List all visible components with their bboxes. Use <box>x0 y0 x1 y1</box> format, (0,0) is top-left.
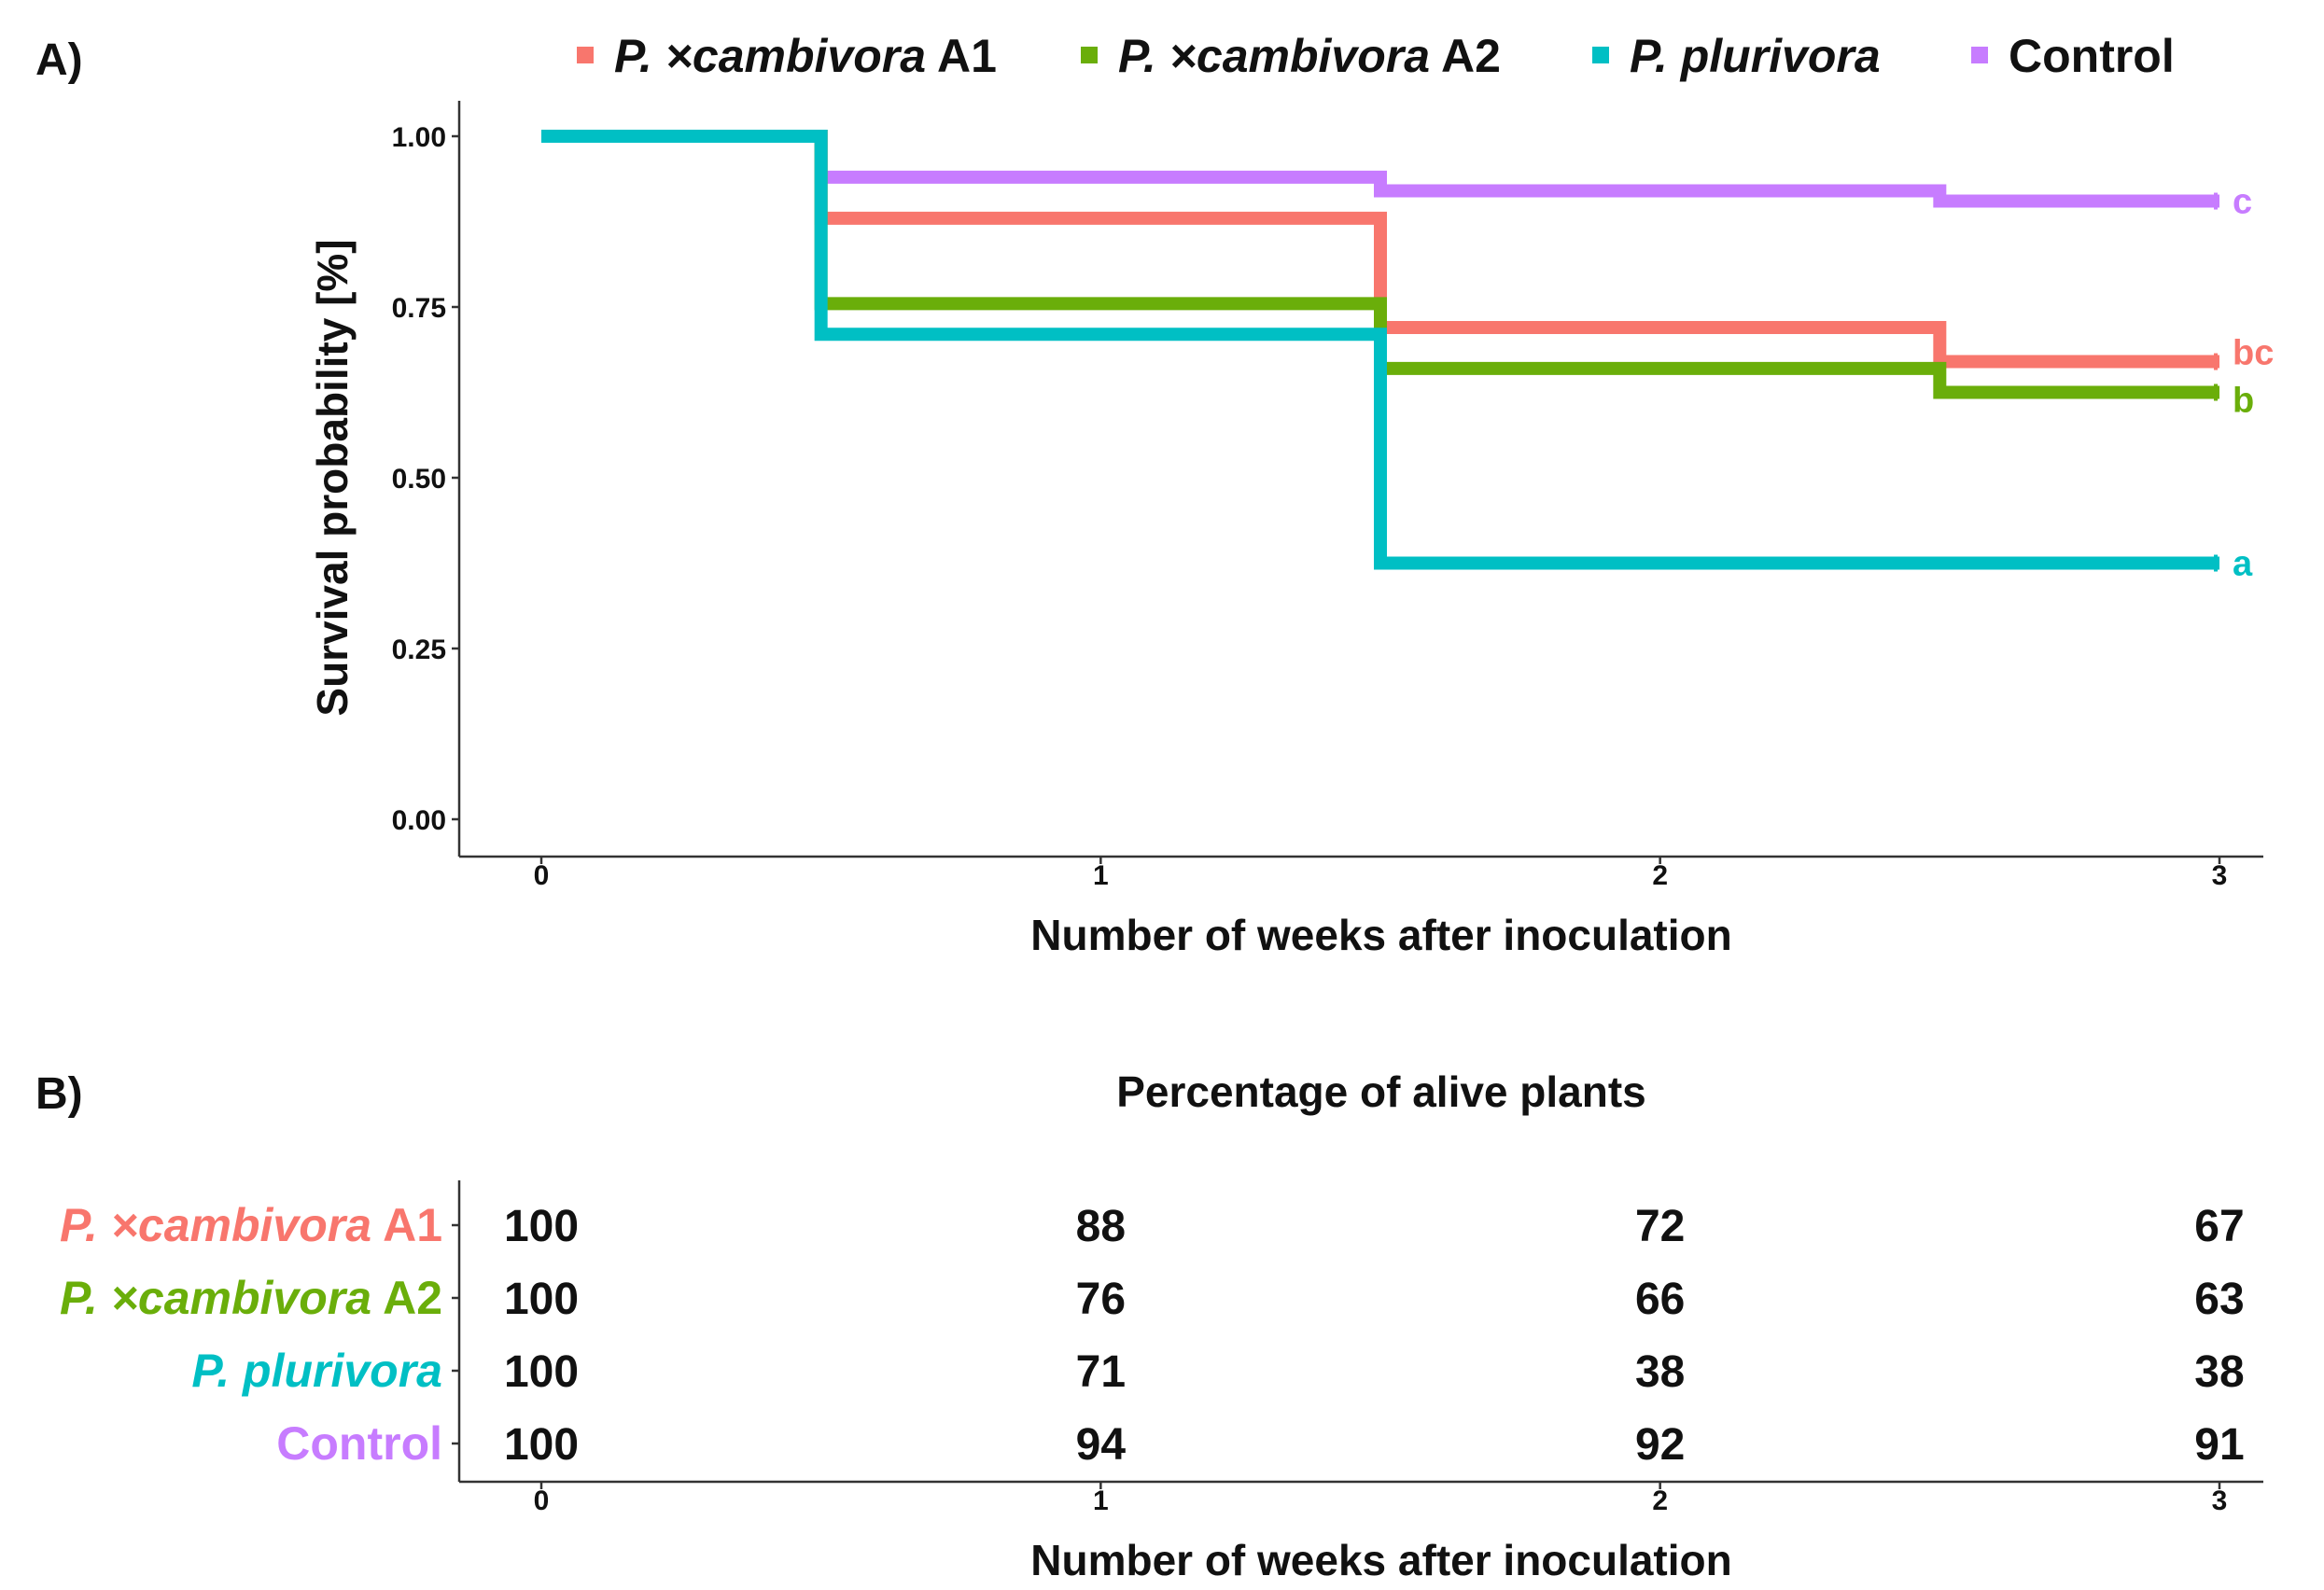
table-row-label-2: P. plurivora <box>191 1345 442 1397</box>
table-x-axis-title: Number of weeks after inoculation <box>1030 1536 1731 1584</box>
legend-label-a1-suffix: A1 <box>926 30 997 82</box>
x-ticks: 0 1 2 3 <box>534 857 2228 891</box>
table-row-label-0: P. ×cambivora A1 <box>60 1199 442 1251</box>
y-ticks: 0.00 0.25 0.50 0.75 1.00 <box>392 122 459 836</box>
table-cell: 38 <box>1635 1347 1685 1397</box>
panel-b: B) Percentage of alive plants P. ×cambiv… <box>35 1067 2263 1584</box>
legend-label-a2: P. ×cambivora A2 <box>1118 30 1501 82</box>
legend-label-a2-italic: P. ×cambivora <box>1118 30 1430 82</box>
table-cell: 100 <box>504 1202 579 1251</box>
y-tick-label: 1.00 <box>392 122 446 153</box>
x-axis-title: Number of weeks after inoculation <box>1030 911 1731 959</box>
legend-label-ct: Control <box>2009 30 2175 82</box>
table-row-label-1-italic: P. ×cambivora <box>60 1272 371 1324</box>
panel-a-label: A) <box>35 35 83 85</box>
table-cell: 88 <box>1076 1202 1126 1251</box>
significance-letter-ct: c <box>2233 183 2252 222</box>
y-tick-label: 0.50 <box>392 464 446 495</box>
table-x-ticks: 0 1 2 3 <box>534 1482 2228 1516</box>
legend-label-a2-suffix: A2 <box>1430 30 1501 82</box>
table-cell: 63 <box>2194 1275 2244 1324</box>
significance-letter-pl: a <box>2233 545 2253 584</box>
panel-b-label: B) <box>35 1069 83 1119</box>
table-x-tick-label: 1 <box>1093 1485 1109 1516</box>
legend-swatch-a2 <box>1081 47 1098 63</box>
legend-swatch-ct <box>1971 47 1988 63</box>
table-cell: 72 <box>1635 1202 1685 1251</box>
table-cell: 76 <box>1076 1275 1126 1324</box>
significance-letter-a1: bc <box>2233 334 2274 373</box>
table-cell: 100 <box>504 1275 579 1324</box>
table-row-label-0-suffix: A1 <box>371 1199 442 1251</box>
legend-label-a1-italic: P. ×cambivora <box>614 30 926 82</box>
table-row-label-2-italic: P. plurivora <box>191 1345 442 1397</box>
y-tick-label: 0.00 <box>392 805 446 836</box>
table-cell: 92 <box>1635 1420 1685 1470</box>
table-cell: 67 <box>2194 1202 2244 1251</box>
table-cell: 38 <box>2194 1347 2244 1397</box>
survival-curve-ct <box>541 130 2219 208</box>
legend-label-ct-suffix: Control <box>2009 30 2175 82</box>
y-axis-title: Survival probability [%] <box>308 239 357 716</box>
x-tick-label: 1 <box>1093 860 1109 891</box>
table-cell: 71 <box>1076 1347 1126 1397</box>
y-tick-label: 0.25 <box>392 635 446 665</box>
survival-curve-pl <box>541 130 2219 570</box>
table-title: Percentage of alive plants <box>1116 1067 1646 1116</box>
x-tick-label: 2 <box>1652 860 1668 891</box>
alive-plants-table: P. ×cambivora A1 100 88 72 67 P. ×cambivora A… <box>60 1199 2245 1470</box>
significance-letter-a2: b <box>2233 382 2254 421</box>
table-row-label-1: P. ×cambivora A2 <box>60 1272 442 1324</box>
x-tick-label: 3 <box>2212 860 2228 891</box>
table-x-tick-label: 3 <box>2212 1485 2228 1516</box>
significance-letters: bc b a c <box>2233 183 2274 584</box>
table-row-label-0-italic: P. ×cambivora <box>60 1199 371 1251</box>
table-cell: 66 <box>1635 1275 1685 1324</box>
table-cell: 94 <box>1076 1420 1127 1470</box>
legend-label-a1: P. ×cambivora A1 <box>614 30 997 82</box>
legend-label-pl: P. plurivora <box>1630 30 1881 82</box>
table-cell: 91 <box>2194 1420 2244 1470</box>
table-row-label-1-suffix: A2 <box>371 1272 442 1324</box>
y-tick-label: 0.75 <box>392 293 446 324</box>
table-x-tick-label: 0 <box>534 1485 550 1516</box>
legend-label-pl-italic: P. plurivora <box>1630 30 1881 82</box>
table-row-label-3: Control <box>276 1417 442 1470</box>
x-tick-label: 0 <box>534 860 550 891</box>
table-row-label-3-suffix: Control <box>276 1417 442 1470</box>
table-cell: 100 <box>504 1420 579 1470</box>
legend-swatch-a1 <box>577 47 594 63</box>
table-x-tick-label: 2 <box>1652 1485 1668 1516</box>
legend: P. ×cambivora A1 P. ×cambivora A2 P. pluri… <box>577 30 2175 82</box>
table-cell: 100 <box>504 1347 579 1397</box>
survival-curves <box>541 130 2219 572</box>
panel-a: A) P. ×cambivora A1 P. ×cambivora A2 P. pl… <box>35 30 2274 959</box>
legend-swatch-pl <box>1592 47 1609 63</box>
